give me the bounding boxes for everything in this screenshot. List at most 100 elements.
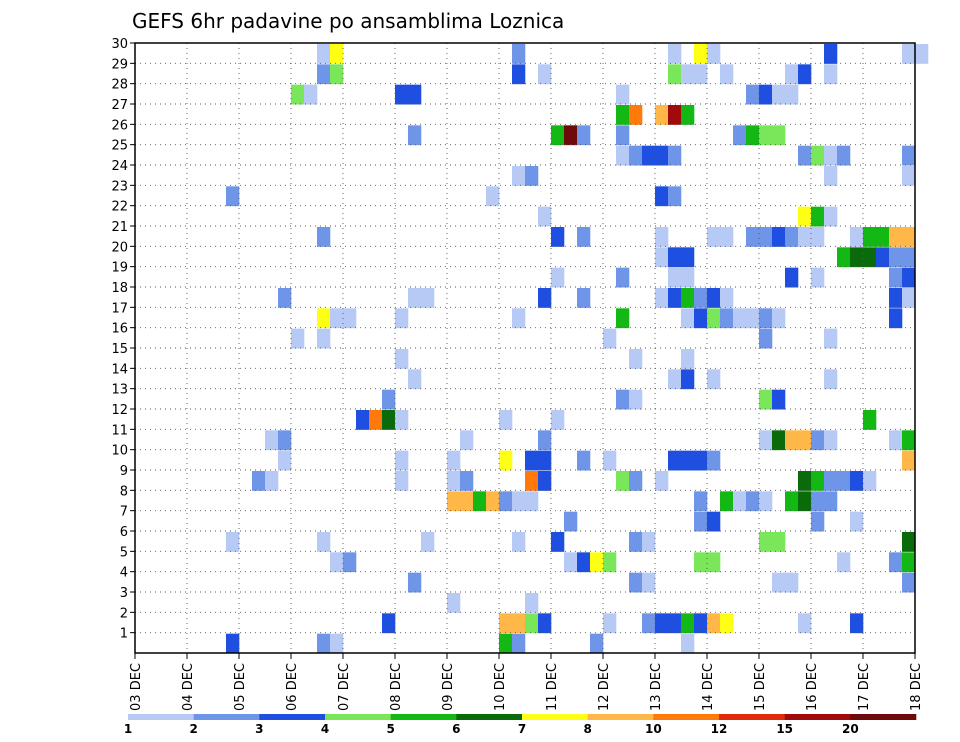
precip-cell [564,511,578,532]
precip-cell [343,552,357,573]
precip-cell [681,267,695,288]
precip-cell [330,633,344,654]
precip-cell [577,450,591,471]
precip-cell [525,491,539,512]
y-tick-label: 4 [120,566,128,581]
precip-cell [655,186,669,207]
precip-cell [694,450,708,471]
precip-cell [720,288,734,308]
precip-cell [889,552,903,573]
precip-cell [629,572,643,593]
precip-cell [395,450,409,471]
y-tick-label: 10 [111,444,128,459]
precip-cell [512,491,526,512]
precip-cell [226,633,240,654]
colorbar-legend: 1 2 3 4 5 6 7 8 10 12 15 20 [124,714,917,736]
precip-cell [681,613,695,634]
precip-cell [707,227,721,247]
precip-cell [720,308,734,329]
precip-cell [395,471,409,491]
precip-cell [681,349,695,369]
y-tick-label: 24 [111,159,128,174]
precip-cell [330,44,344,64]
colorbar-label: 20 [842,722,859,736]
precip-cell [902,145,916,166]
precip-cell [811,206,825,227]
precip-cell [707,44,721,64]
precip-cell [330,552,344,573]
precip-cell [603,450,617,471]
precip-cell [525,450,539,471]
precip-cell [798,227,812,247]
precip-cell [551,125,565,146]
precip-cell [616,471,630,491]
y-tick-label: 2 [120,606,128,621]
precip-cell [850,471,864,491]
precip-cell [746,125,760,146]
precip-cell [798,145,812,166]
precip-cell [720,613,734,634]
precip-cell [655,471,669,491]
precip-cell [824,471,838,491]
precip-cell [603,328,617,349]
precip-cell [759,389,773,410]
colorbar-swatch [522,714,588,720]
precip-cell [681,633,695,654]
precip-cell [317,633,331,654]
y-tick-label: 8 [120,484,128,499]
precip-cell [317,44,331,64]
precip-cell [759,125,773,146]
precip-cell [720,227,734,247]
precip-cell [616,308,630,329]
precip-cell [681,450,695,471]
y-tick-label: 16 [111,322,128,337]
precip-cell [538,430,552,451]
precip-cell [395,349,409,369]
y-tick-label: 6 [120,525,128,540]
precip-cell [538,471,552,491]
precip-cell [785,572,799,593]
y-tick-label: 30 [111,37,128,52]
precip-cell [408,84,422,105]
precip-cell [226,186,240,207]
precip-cell [798,471,812,491]
precip-cell [876,247,890,268]
precip-cell [616,145,630,166]
precip-cell [616,267,630,288]
precip-cell [772,389,786,410]
precip-cell [499,613,513,634]
precip-cell [850,511,864,532]
precip-cell [395,308,409,329]
precip-cell [863,247,877,268]
precip-cell [746,308,760,329]
precip-cell [889,430,903,451]
precip-cell [798,206,812,227]
precip-cell [785,84,799,105]
precip-cell [590,552,604,573]
precip-cell [304,84,318,105]
precip-cell [538,288,552,308]
precip-cell [746,84,760,105]
precip-cell [759,308,773,329]
precip-cell [642,572,656,593]
precip-cell [421,288,435,308]
precip-cell [291,328,305,349]
y-tick-label: 29 [111,57,128,72]
precip-cell [538,613,552,634]
precip-cell [772,308,786,329]
precip-cell [590,633,604,654]
precip-cell [707,450,721,471]
precip-cell [317,308,331,329]
precip-cell [447,450,461,471]
precip-cell [668,267,682,288]
colorbar-label: 12 [711,722,728,736]
precip-cell [811,491,825,512]
precip-cell [681,105,695,125]
y-tick-label: 3 [120,586,128,601]
precip-cell [850,613,864,634]
precip-cell [551,267,565,288]
x-tick-label: 10 DEC [493,663,508,711]
precip-cell [681,308,695,329]
precip-cell [694,511,708,532]
precip-cell [512,64,526,85]
